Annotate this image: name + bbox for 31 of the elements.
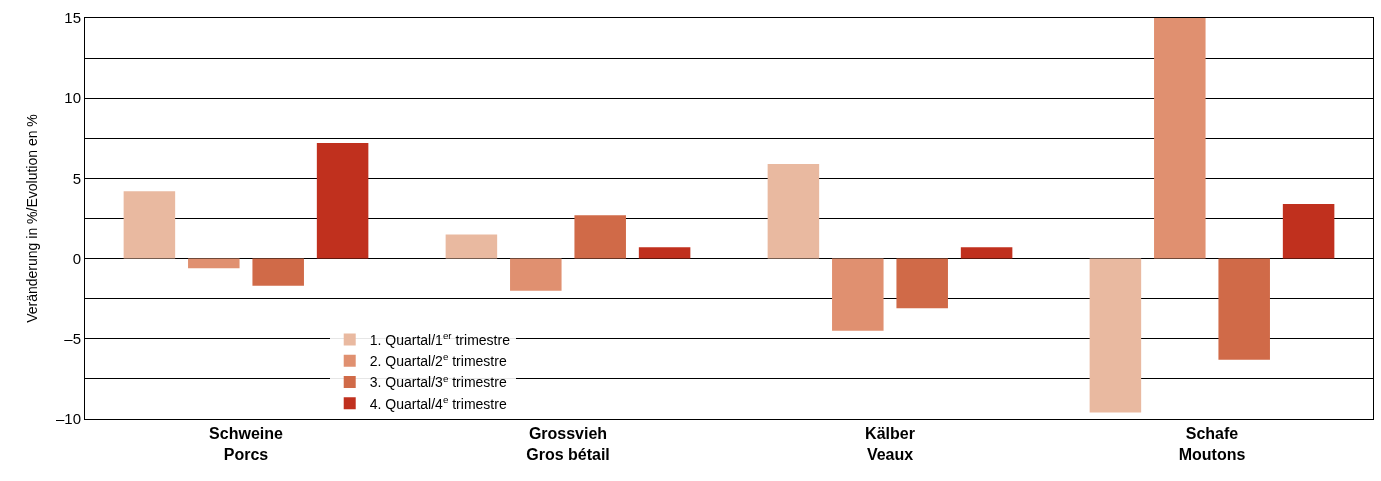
y-tick-label: –5 [64,330,81,348]
x-tick-label: Schweine Porcs [209,425,283,463]
bar [1282,204,1335,259]
bar [767,163,820,259]
bar [1154,18,1206,259]
bar [123,191,176,259]
x-tick-label: Grossvieh Gros bétail [526,425,610,463]
bar [896,258,948,309]
bar [188,258,240,269]
bar [832,258,884,331]
legend-label: 4. Quartal/4$^{e}$ trimestre [369,393,507,412]
bar [960,247,1013,259]
x-tick-label: Kälber Veaux [865,425,915,463]
y-tick-label: 15 [64,9,81,27]
legend-label: 3. Quartal/3$^{e}$ trimestre [369,372,507,391]
bar [574,215,626,259]
y-tick-label: –10 [55,410,81,428]
y-tick-label: 10 [64,89,81,107]
bar [510,258,562,291]
bar [316,143,369,259]
bar [252,258,304,286]
y-axis-title: Veränderung in %/Evolution en % [23,114,40,323]
bar [1089,258,1142,413]
bar [638,247,691,259]
legend-label: 1. Quartal/1$^{er}$ trimestre [369,330,511,349]
legend-label: 2. Quartal/2$^{e}$ trimestre [369,351,507,370]
bar [1218,258,1270,360]
y-tick-label: 5 [72,169,81,187]
bar [445,234,498,259]
y-tick-label: 0 [72,249,81,267]
x-tick-label: Schafe Moutons [1178,425,1246,463]
